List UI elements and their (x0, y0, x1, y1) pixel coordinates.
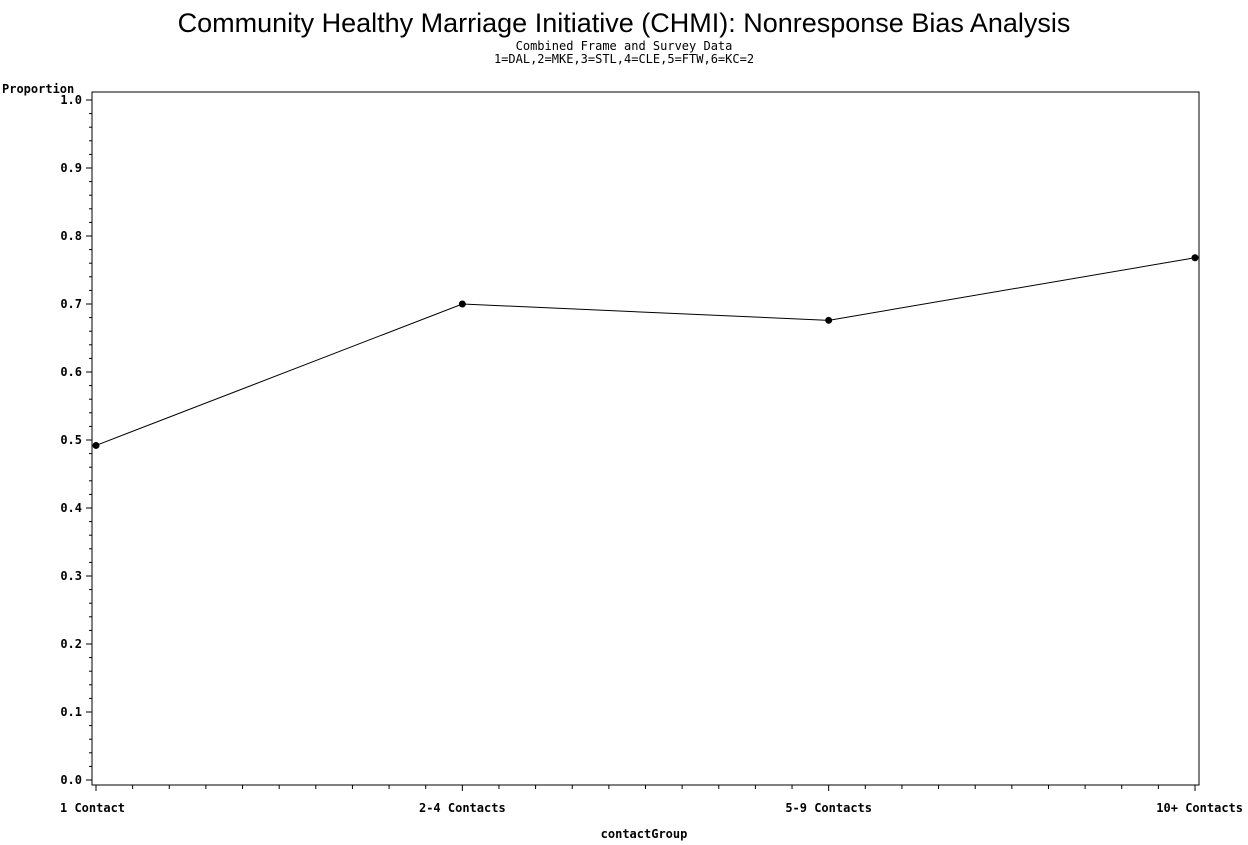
series-line (95, 257, 1196, 446)
y-axis-title: Proportion (2, 82, 74, 96)
y-tick-label: 0.7 (60, 297, 82, 311)
y-tick-label: 0.0 (60, 773, 82, 787)
y-tick-label: 0.2 (60, 637, 82, 651)
data-point (92, 441, 100, 449)
y-tick-label: 0.4 (60, 501, 82, 515)
y-tick-label: 0.8 (60, 229, 82, 243)
y-tick-label: 0.3 (60, 569, 82, 583)
x-tick-label: 10+ Contacts (1156, 801, 1243, 815)
data-point (1191, 254, 1199, 262)
chart-subtitle-line-2: 1=DAL,2=MKE,3=STL,4=CLE,5=FTW,6=KC=2 (494, 52, 754, 66)
y-tick-label: 0.6 (60, 365, 82, 379)
y-axis: 0.0 0.1 0.2 0.3 0.4 0.5 0.6 0.7 0.8 0.9 1.0 (60, 93, 92, 787)
y-tick-label: 0.9 (60, 161, 82, 175)
data-point (458, 300, 466, 308)
y-tick-label: 0.5 (60, 433, 82, 447)
chart-title: Community Healthy Marriage Initiative (C… (178, 8, 1071, 38)
x-tick-label: 2-4 Contacts (419, 801, 506, 815)
x-axis: 1 Contact 2-4 Contacts 5-9 Contacts 10+ Con… (60, 785, 1243, 815)
plot-frame (91, 91, 1200, 786)
x-axis-title: contactGroup (601, 827, 688, 841)
x-tick-label: 5-9 Contacts (785, 801, 872, 815)
chart-subtitle-line-1: Combined Frame and Survey Data (516, 39, 733, 53)
y-tick-label: 0.1 (60, 705, 82, 719)
data-point (825, 316, 833, 324)
data-series (92, 254, 1199, 449)
y-tick-label: 1.0 (60, 93, 82, 107)
x-tick-label: 1 Contact (60, 801, 125, 815)
